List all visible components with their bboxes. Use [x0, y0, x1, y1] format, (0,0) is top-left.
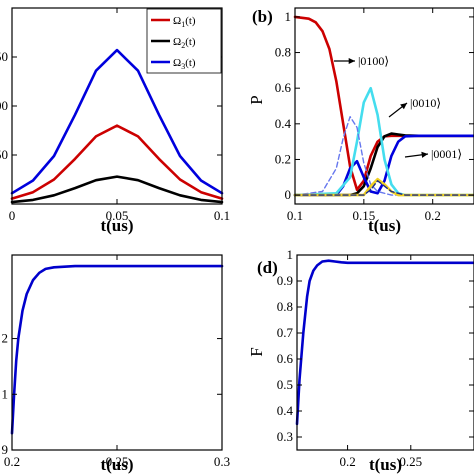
state-annotation: |0001⟩: [431, 147, 462, 161]
y-tick-label: 0.4: [277, 403, 294, 418]
y-tick-label: 9: [2, 442, 9, 457]
x-tick-label: 0.2: [339, 454, 355, 469]
x-axis-label: t(us): [369, 455, 402, 474]
y-tick-label: 0.4: [275, 116, 292, 131]
legend: Ω1(t) Ω2(t) Ω3(t): [146, 8, 222, 74]
x-tick-label: 0.3: [214, 454, 230, 469]
y-tick-label: 100: [0, 98, 8, 113]
axes-frame: [294, 7, 474, 205]
y-tick-label: 0.3: [277, 429, 293, 444]
series-line-1: [10, 124, 224, 200]
y-tick-label: 150: [0, 49, 8, 64]
x-axis-label: t(us): [368, 216, 401, 235]
x-axis-label: t(us): [100, 455, 133, 474]
y-tick-label: 2: [2, 331, 9, 346]
panel-a: 0 0.05 0.1 50 100 150 t(us): [0, 7, 230, 235]
state-annotation: |0100⟩: [358, 54, 389, 68]
series-group: [10, 264, 224, 435]
y-tick-label: 0.9: [277, 273, 293, 288]
y-tick-label: 0.6: [275, 80, 292, 95]
x-tick-label: 0.05: [106, 208, 129, 223]
series-line-7: [294, 180, 474, 196]
y-tick-label: 1: [285, 9, 292, 24]
panel-b: 0.1 0.15 0.2 0 0.2 0.4 0.6 0.8 1 t(us) P (b) |0100⟩ |…: [247, 7, 474, 235]
annotation-arrowhead: [421, 151, 428, 158]
panel-d: 0.2 0.25 0.3 0.4 0.5 0.6 0.7 0.8 0.9 1 t(us) F (d): [247, 247, 474, 474]
legend-entry: Ω2(t): [173, 36, 196, 50]
y-tick-label: 1: [2, 386, 9, 401]
x-tick-label: 0.1: [214, 208, 230, 223]
panel-c: 0.2 0.25 0.3 9 1 2 t(us): [2, 254, 230, 474]
series-line-3: [10, 48, 224, 195]
x-tick-label: 0.2: [4, 454, 20, 469]
state-annotation: |0010⟩: [410, 96, 441, 110]
y-axis-label: F: [247, 347, 266, 356]
series-line-1: [293, 15, 474, 191]
axes-frame: [296, 254, 474, 451]
x-tick-label: 0.1: [287, 208, 303, 223]
panel-label: (d): [257, 258, 278, 277]
y-tick-label: 50: [0, 147, 8, 162]
y-tick-label: 0.8: [275, 45, 291, 60]
series-line-2: [10, 175, 224, 204]
y-tick-label: 0.7: [277, 325, 294, 340]
annotation-arrowhead: [400, 103, 407, 110]
series-line-1: [10, 264, 224, 435]
x-axis-label: t(us): [100, 216, 133, 235]
x-tick-label: 0.25: [106, 454, 129, 469]
y-tick-label: 0.6: [277, 351, 294, 366]
y-tick-label: 0.2: [275, 151, 291, 166]
y-tick-label: 1: [287, 247, 294, 262]
series-group: [293, 15, 474, 197]
legend-entry: Ω3(t): [173, 57, 196, 71]
panel-label: (b): [252, 7, 273, 26]
y-axis-label: P: [247, 95, 266, 104]
axes-frame: [11, 254, 223, 451]
series-line-6: [293, 177, 474, 197]
x-tick-label: 0.25: [399, 454, 422, 469]
y-tick-label: 0: [285, 187, 292, 202]
y-tick-label: 0.8: [277, 299, 293, 314]
series-group: [295, 259, 474, 426]
series-line-5: [294, 115, 474, 196]
x-tick-label: 0: [9, 208, 16, 223]
series-line-3: [293, 134, 474, 197]
legend-entry: Ω1(t): [173, 15, 196, 29]
annotation-arrowhead: [348, 57, 355, 65]
series-line-1: [295, 259, 474, 426]
x-tick-label: 0.2: [425, 208, 441, 223]
x-tick-label: 0.15: [352, 208, 375, 223]
y-tick-label: 0.5: [277, 377, 293, 392]
series-group: [10, 48, 224, 204]
